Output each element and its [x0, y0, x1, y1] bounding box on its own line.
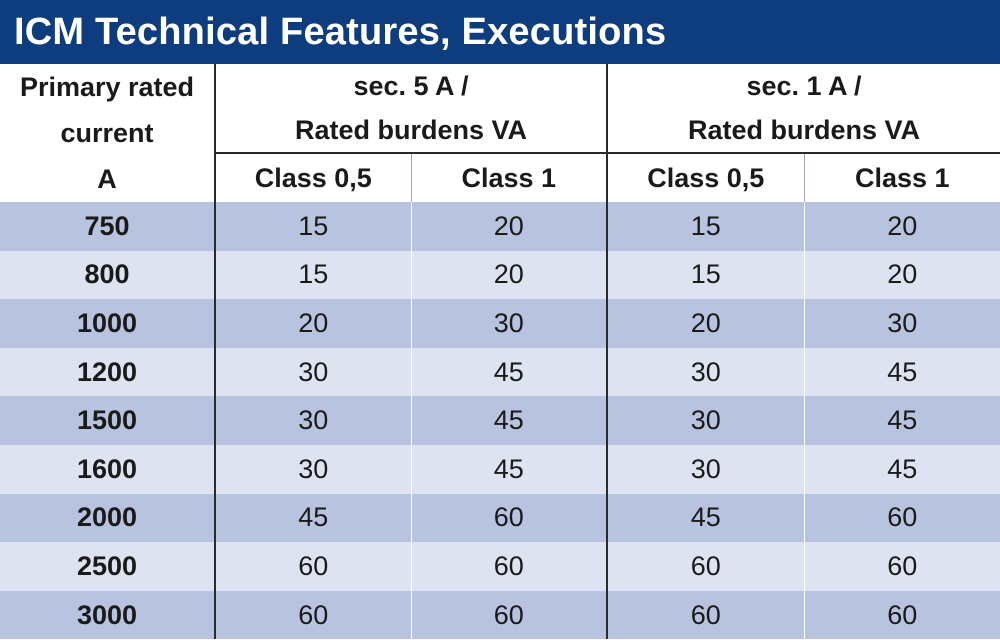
- cell-primary-current: 3000: [0, 590, 216, 640]
- cell-1a-class-1: 20: [804, 202, 1000, 251]
- cell-5a-class-0-5: 60: [215, 542, 412, 591]
- table-row: 1200 30 45 30 45: [0, 347, 1000, 397]
- header-1a-class-1: Class 1: [804, 153, 1000, 202]
- cell-1a-class-1: 30: [804, 299, 1000, 348]
- features-table: Primary rated current A sec. 5 A / Rated…: [0, 64, 1000, 640]
- table-row: 3000 60 60 60 60: [0, 590, 1000, 640]
- cell-5a-class-1: 60: [411, 590, 608, 640]
- cell-5a-class-0-5: 30: [215, 347, 412, 397]
- cell-1a-class-1: 60: [804, 590, 1000, 640]
- cell-5a-class-1: 60: [411, 493, 608, 543]
- table-row: 1000 20 30 20 30: [0, 299, 1000, 348]
- cell-5a-class-1: 45: [411, 396, 608, 445]
- header-sec-1a-line1: sec. 1 A /: [746, 71, 862, 101]
- cell-1a-class-0-5: 30: [607, 396, 805, 445]
- cell-1a-class-1: 60: [804, 542, 1000, 591]
- cell-5a-class-0-5: 30: [215, 396, 412, 445]
- cell-5a-class-1: 60: [411, 542, 608, 591]
- cell-5a-class-0-5: 15: [215, 202, 412, 251]
- cell-1a-class-0-5: 30: [607, 347, 805, 397]
- header-sec-5a-line2: Rated burdens VA: [294, 115, 528, 145]
- cell-1a-class-0-5: 60: [607, 590, 805, 640]
- cell-1a-class-0-5: 20: [607, 299, 805, 348]
- cell-1a-class-1: 45: [804, 396, 1000, 445]
- cell-5a-class-0-5: 15: [215, 250, 412, 300]
- table-row: 750 15 20 15 20: [0, 202, 1000, 251]
- cell-primary-current: 1600: [0, 444, 216, 494]
- cell-primary-current: 1000: [0, 299, 216, 348]
- table-row: 2500 60 60 60 60: [0, 542, 1000, 591]
- cell-5a-class-0-5: 45: [215, 493, 412, 543]
- cell-1a-class-0-5: 60: [607, 542, 805, 591]
- cell-5a-class-0-5: 60: [215, 590, 412, 640]
- header-5a-class-1: Class 1: [411, 153, 608, 202]
- cell-5a-class-0-5: 20: [215, 299, 412, 348]
- cell-1a-class-1: 20: [804, 250, 1000, 300]
- cell-primary-current: 2500: [0, 542, 216, 591]
- table-row: 1500 30 45 30 45: [0, 396, 1000, 445]
- header-1a-class-0-5: Class 0,5: [607, 153, 805, 202]
- cell-primary-current: 2000: [0, 493, 216, 543]
- header-sec-5a-line1: sec. 5 A /: [353, 71, 469, 101]
- table-row: 2000 45 60 45 60: [0, 493, 1000, 543]
- header-primary-line2: current: [60, 118, 154, 148]
- cell-5a-class-1: 45: [411, 347, 608, 397]
- header-primary-rated-current: Primary rated current A: [0, 64, 216, 202]
- cell-5a-class-1: 45: [411, 444, 608, 494]
- cell-1a-class-1: 45: [804, 444, 1000, 494]
- header-sec-1a-line2: Rated burdens VA: [687, 115, 921, 145]
- cell-5a-class-0-5: 30: [215, 444, 412, 494]
- cell-5a-class-1: 30: [411, 299, 608, 348]
- cell-1a-class-1: 45: [804, 347, 1000, 397]
- cell-primary-current: 800: [0, 250, 216, 300]
- header-primary-line1: Primary rated: [19, 72, 195, 102]
- cell-1a-class-1: 60: [804, 493, 1000, 543]
- cell-primary-current: 750: [0, 202, 216, 251]
- cell-1a-class-0-5: 15: [607, 202, 805, 251]
- cell-1a-class-0-5: 30: [607, 444, 805, 494]
- header-5a-class-0-5: Class 0,5: [215, 153, 412, 202]
- table-row: 800 15 20 15 20: [0, 250, 1000, 300]
- header-sec-1a: sec. 1 A / Rated burdens VA: [607, 64, 1000, 154]
- cell-1a-class-0-5: 15: [607, 250, 805, 300]
- table-row: 1600 30 45 30 45: [0, 444, 1000, 494]
- page-title: ICM Technical Features, Executions: [0, 0, 1000, 64]
- cell-primary-current: 1500: [0, 396, 216, 445]
- cell-1a-class-0-5: 45: [607, 493, 805, 543]
- cell-primary-current: 1200: [0, 347, 216, 397]
- header-primary-line3: A: [97, 164, 117, 194]
- cell-5a-class-1: 20: [411, 250, 608, 300]
- cell-5a-class-1: 20: [411, 202, 608, 251]
- header-sec-5a: sec. 5 A / Rated burdens VA: [215, 64, 608, 154]
